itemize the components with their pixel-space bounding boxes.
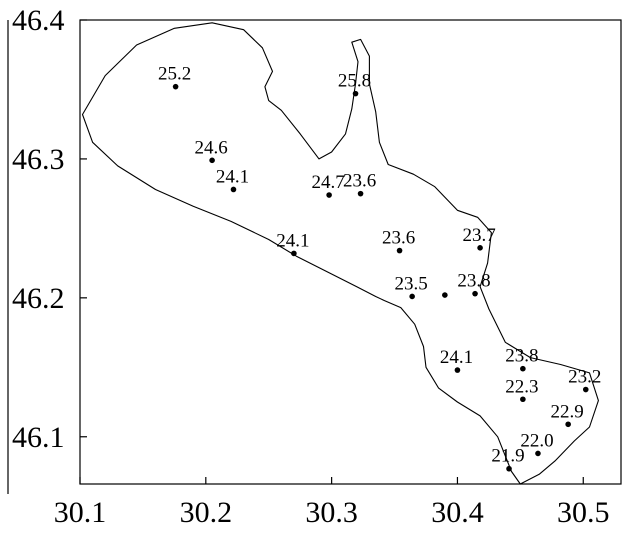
station-label: 23.6 bbox=[343, 171, 376, 192]
station-point bbox=[520, 396, 526, 403]
station-label: 23.5 bbox=[395, 273, 428, 294]
station-label: 23.8 bbox=[505, 346, 538, 367]
plot-frame bbox=[79, 19, 622, 485]
station-point bbox=[352, 90, 359, 97]
station-label: 23.7 bbox=[462, 225, 495, 246]
y-tick-label: 46.3 bbox=[12, 143, 65, 176]
y-tick-label: 46.4 bbox=[12, 4, 65, 37]
x-tick-label: 30.4 bbox=[431, 496, 484, 529]
station-label: 23.8 bbox=[457, 271, 490, 292]
station-label: 23.2 bbox=[568, 367, 601, 388]
station-point bbox=[409, 293, 415, 300]
x-axis: 30.1 30.2 30.3 30.4 30.5 bbox=[54, 477, 610, 529]
station-label: 24.1 bbox=[276, 230, 309, 251]
station-point bbox=[454, 367, 461, 373]
y-axis: 46.1 46.2 46.3 46.4 bbox=[12, 4, 87, 454]
lake-coastline bbox=[81, 22, 599, 485]
x-tick-label: 30.1 bbox=[54, 496, 107, 529]
station-label: 21.9 bbox=[491, 446, 524, 467]
station-label: 24.6 bbox=[194, 137, 227, 158]
x-tick-label: 30.5 bbox=[557, 496, 610, 529]
station-point bbox=[582, 386, 589, 393]
stations: 25.2 25.824.624.1 24.723.624.1 23.6 23.723.5… bbox=[158, 64, 601, 472]
station-point bbox=[357, 190, 364, 197]
station-label: 22.0 bbox=[520, 430, 553, 451]
station-label: 25.8 bbox=[338, 71, 371, 92]
station-point bbox=[442, 292, 448, 298]
x-tick-label: 30.3 bbox=[305, 496, 358, 529]
station-label: 24.7 bbox=[311, 172, 344, 193]
station-point bbox=[209, 157, 215, 164]
station-label: 25.2 bbox=[158, 64, 191, 85]
station-point bbox=[172, 83, 179, 90]
station-point bbox=[230, 186, 237, 193]
station-label: 24.1 bbox=[440, 347, 473, 368]
station-point bbox=[565, 421, 571, 428]
station-point bbox=[396, 247, 403, 254]
station-point bbox=[291, 250, 297, 257]
station-point bbox=[520, 365, 526, 372]
station-point bbox=[477, 245, 483, 251]
station-label: 24.1 bbox=[216, 166, 249, 187]
station-label: 22.9 bbox=[551, 401, 584, 422]
station-point bbox=[506, 465, 512, 472]
x-tick-label: 30.2 bbox=[180, 496, 233, 529]
station-point bbox=[472, 290, 478, 297]
station-label: 22.3 bbox=[505, 376, 538, 397]
station-label: 23.6 bbox=[382, 228, 415, 249]
y-tick-label: 46.1 bbox=[12, 421, 65, 454]
y-tick-label: 46.2 bbox=[12, 282, 65, 315]
station-point bbox=[535, 450, 541, 457]
station-point bbox=[326, 192, 332, 198]
